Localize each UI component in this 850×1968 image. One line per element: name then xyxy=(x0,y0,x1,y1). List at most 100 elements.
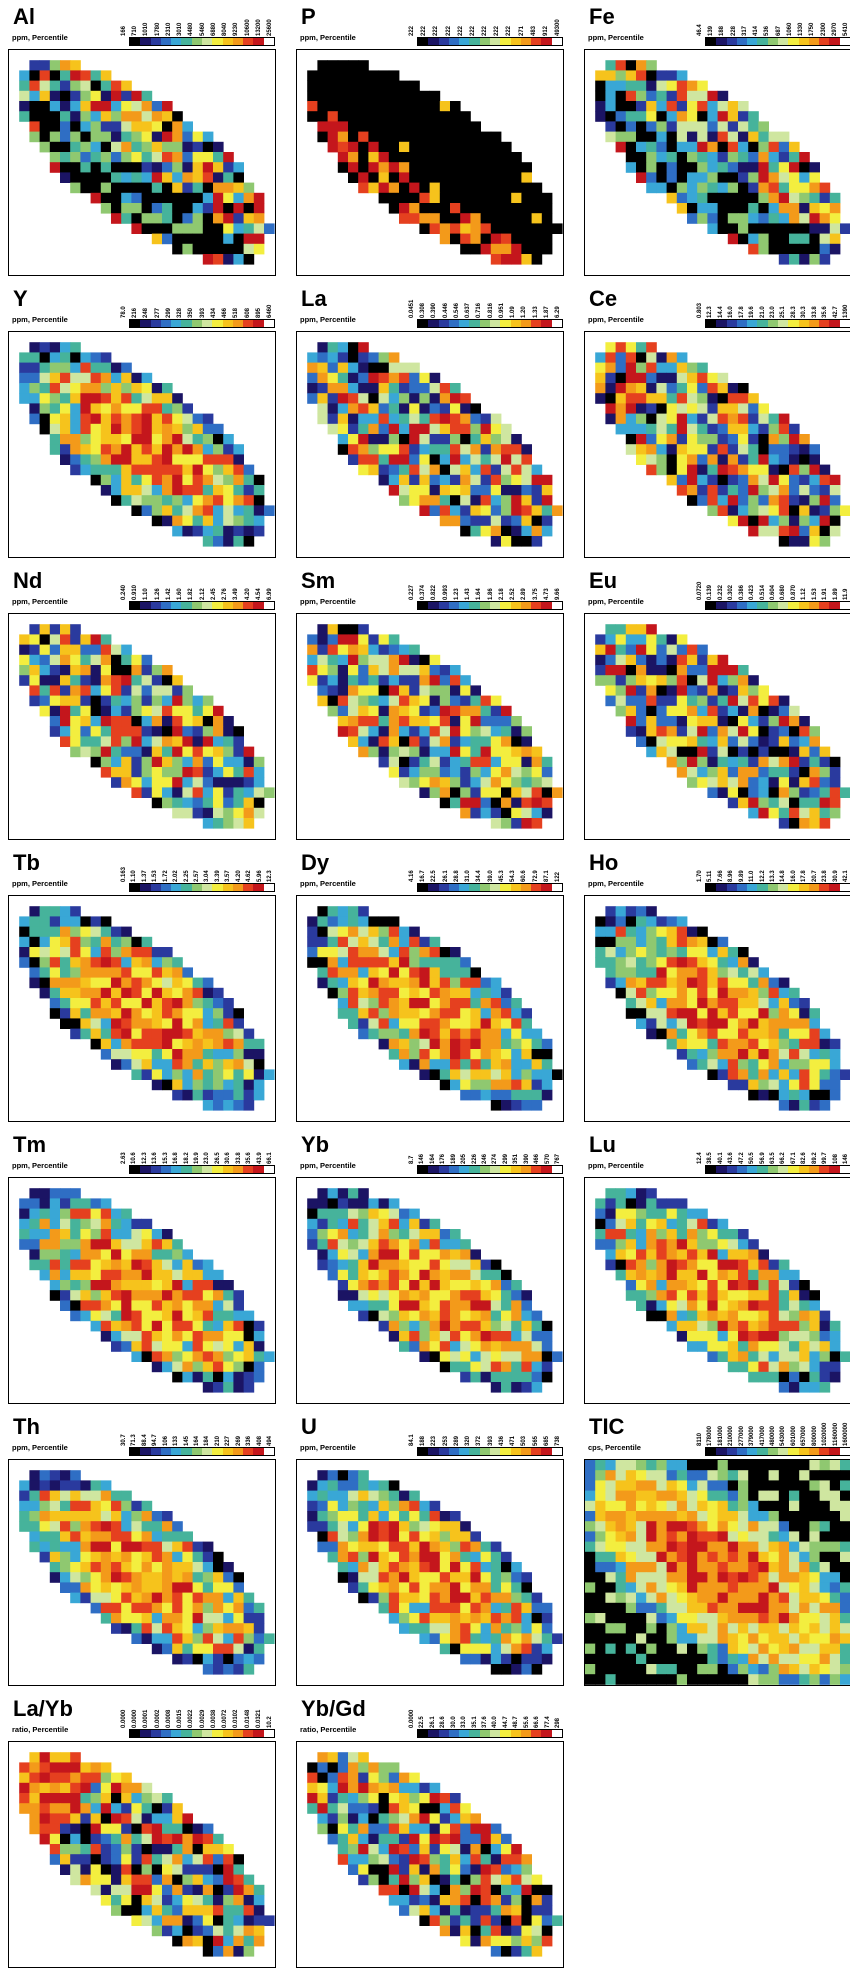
map-pixel xyxy=(203,1351,214,1362)
map-pixel xyxy=(80,121,91,132)
map-pixel xyxy=(152,444,163,455)
map-pixel xyxy=(738,1321,749,1332)
map-pixel xyxy=(809,193,820,204)
map-pixel xyxy=(830,757,841,768)
map-pixel xyxy=(605,70,616,81)
map-pixel xyxy=(213,1290,224,1301)
map-pixel xyxy=(521,1090,532,1101)
map-pixel xyxy=(677,101,688,112)
map-pixel xyxy=(595,675,606,686)
map-pixel xyxy=(193,1029,204,1040)
map-pixel xyxy=(830,223,841,234)
map-pixel xyxy=(419,675,430,686)
map-pixel xyxy=(677,747,688,758)
map-pixel xyxy=(552,1351,563,1362)
map-pixel xyxy=(830,1039,841,1050)
map-pixel xyxy=(738,121,749,132)
map-pixel xyxy=(111,1260,122,1271)
map-pixel xyxy=(511,798,522,809)
colorbar-tick-label: 328 xyxy=(177,308,183,318)
map-pixel xyxy=(50,967,61,978)
map-pixel xyxy=(182,223,193,234)
map-pixel xyxy=(521,526,532,537)
map-pixel xyxy=(60,1542,71,1553)
map-pixel xyxy=(636,111,647,122)
map-pixel xyxy=(358,342,369,353)
map-pixel xyxy=(50,1470,61,1481)
map-pixel xyxy=(254,1603,265,1614)
map-pixel xyxy=(707,1270,718,1281)
colorbar-swatch xyxy=(243,1166,253,1173)
map-pixel xyxy=(399,655,410,666)
map-pixel xyxy=(223,1280,234,1291)
map-pixel xyxy=(101,352,112,363)
panel-unit: ppm, Percentile xyxy=(588,315,644,324)
map-pixel xyxy=(521,444,532,455)
colorbar-tick-label: 8040 xyxy=(222,23,228,36)
map-pixel xyxy=(233,465,244,476)
map-pixel xyxy=(152,1542,163,1553)
map-pixel xyxy=(70,1542,81,1553)
map-pixel xyxy=(142,978,153,989)
map-pixel xyxy=(419,1341,430,1352)
map-pixel xyxy=(182,132,193,143)
map-pixel xyxy=(707,706,718,717)
map-pixel xyxy=(728,101,739,112)
map-pixel xyxy=(728,234,739,245)
map-pixel xyxy=(748,152,759,163)
map-pixel xyxy=(131,1290,142,1301)
map-pixel xyxy=(656,393,667,404)
map-pixel xyxy=(111,91,122,102)
map-pixel xyxy=(389,716,400,727)
map-pixel xyxy=(779,526,790,537)
map-pixel xyxy=(101,1331,112,1342)
map-pixel xyxy=(542,234,553,245)
map-pixel xyxy=(728,957,739,968)
map-pixel xyxy=(203,1311,214,1322)
map-pixel xyxy=(193,798,204,809)
map-pixel xyxy=(470,1311,481,1322)
map-pixel xyxy=(121,434,132,445)
map-pixel xyxy=(511,1069,522,1080)
map-pixel xyxy=(317,675,328,686)
map-pixel xyxy=(809,183,820,194)
colorbar-tick-label: 7.66 xyxy=(718,870,724,882)
map-pixel xyxy=(697,1229,708,1240)
map-pixel xyxy=(799,798,810,809)
map-pixel xyxy=(409,1239,420,1250)
map-pixel xyxy=(389,675,400,686)
map-pixel xyxy=(142,1029,153,1040)
map-pixel xyxy=(213,1311,224,1322)
map-pixel xyxy=(511,736,522,747)
map-pixel xyxy=(430,1280,441,1291)
map-pixel xyxy=(728,403,739,414)
colorbar-swatch xyxy=(809,602,819,609)
colorbar xyxy=(129,319,275,328)
map-pixel xyxy=(91,967,102,978)
map-pixel xyxy=(348,1188,359,1199)
map-pixel xyxy=(799,726,810,737)
map-pixel xyxy=(182,967,193,978)
map-pixel xyxy=(91,1562,102,1573)
colorbar-swatch xyxy=(130,602,140,609)
map-pixel xyxy=(399,1049,410,1060)
map-pixel xyxy=(40,1480,51,1491)
map-pixel xyxy=(758,505,769,516)
map-pixel xyxy=(799,787,810,798)
map-pixel xyxy=(636,1249,647,1260)
map-pixel xyxy=(40,111,51,122)
map-pixel xyxy=(450,988,461,999)
map-pixel xyxy=(162,1341,173,1352)
map-pixel xyxy=(779,978,790,989)
map-pixel xyxy=(840,787,850,798)
map-pixel xyxy=(111,1521,122,1532)
colorbar-tick-label: 133 xyxy=(173,1436,179,1446)
colorbar-swatch xyxy=(788,38,798,45)
map-pixel xyxy=(656,162,667,173)
map-pixel xyxy=(131,1613,142,1624)
map-pixel xyxy=(501,1059,512,1070)
map-pixel xyxy=(368,696,379,707)
map-pixel xyxy=(60,978,71,989)
map-pixel xyxy=(718,787,729,798)
map-pixel xyxy=(748,1372,759,1383)
